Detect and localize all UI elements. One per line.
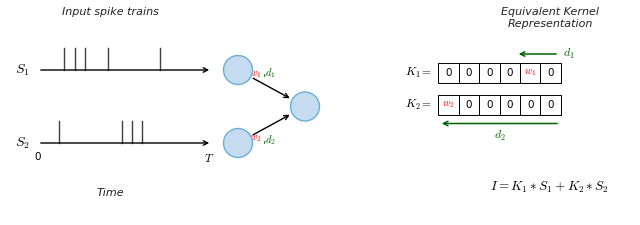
Circle shape <box>223 128 253 158</box>
Bar <box>541 63 561 83</box>
Text: ,$d_1$: ,$d_1$ <box>262 66 275 80</box>
Circle shape <box>223 56 253 85</box>
Bar <box>479 63 499 83</box>
Text: 0: 0 <box>506 100 513 110</box>
Text: 0: 0 <box>465 68 472 78</box>
Text: 0: 0 <box>486 68 493 78</box>
Bar <box>438 63 458 83</box>
Text: $w_1$: $w_1$ <box>249 70 262 80</box>
Text: $K_2=$: $K_2=$ <box>404 98 432 112</box>
Text: 0: 0 <box>35 152 41 162</box>
Text: $S_1$: $S_1$ <box>15 62 29 78</box>
Text: Input spike trains: Input spike trains <box>61 7 159 17</box>
Text: $d_2$: $d_2$ <box>493 128 506 142</box>
Text: $w_1$: $w_1$ <box>524 67 536 78</box>
Text: $w_2$: $w_2$ <box>249 133 262 144</box>
Bar <box>541 95 561 115</box>
Text: 0: 0 <box>527 100 534 110</box>
Bar <box>520 63 541 83</box>
Text: Equivalent Kernel
Representation: Equivalent Kernel Representation <box>501 7 599 29</box>
Text: 0: 0 <box>547 100 554 110</box>
Bar <box>479 95 499 115</box>
Text: 0: 0 <box>547 68 554 78</box>
Text: 0: 0 <box>486 100 493 110</box>
Text: 0: 0 <box>506 68 513 78</box>
Text: $K_1=$: $K_1=$ <box>404 66 432 80</box>
Circle shape <box>291 92 319 121</box>
Bar <box>520 95 541 115</box>
Bar <box>499 63 520 83</box>
Bar <box>458 95 479 115</box>
Text: $I = K_1 * S_1 + K_2 * S_2$: $I = K_1 * S_1 + K_2 * S_2$ <box>490 179 609 195</box>
Bar <box>499 95 520 115</box>
Text: $T$: $T$ <box>204 152 214 165</box>
Text: 0: 0 <box>445 68 451 78</box>
Text: $d_1$: $d_1$ <box>563 47 575 61</box>
Text: $S_2$: $S_2$ <box>15 135 29 151</box>
Text: ,$d_2$: ,$d_2$ <box>262 133 275 146</box>
Bar <box>458 63 479 83</box>
Text: Time: Time <box>96 188 124 198</box>
Bar <box>438 95 458 115</box>
Text: $w_2$: $w_2$ <box>442 99 454 110</box>
Text: 0: 0 <box>465 100 472 110</box>
